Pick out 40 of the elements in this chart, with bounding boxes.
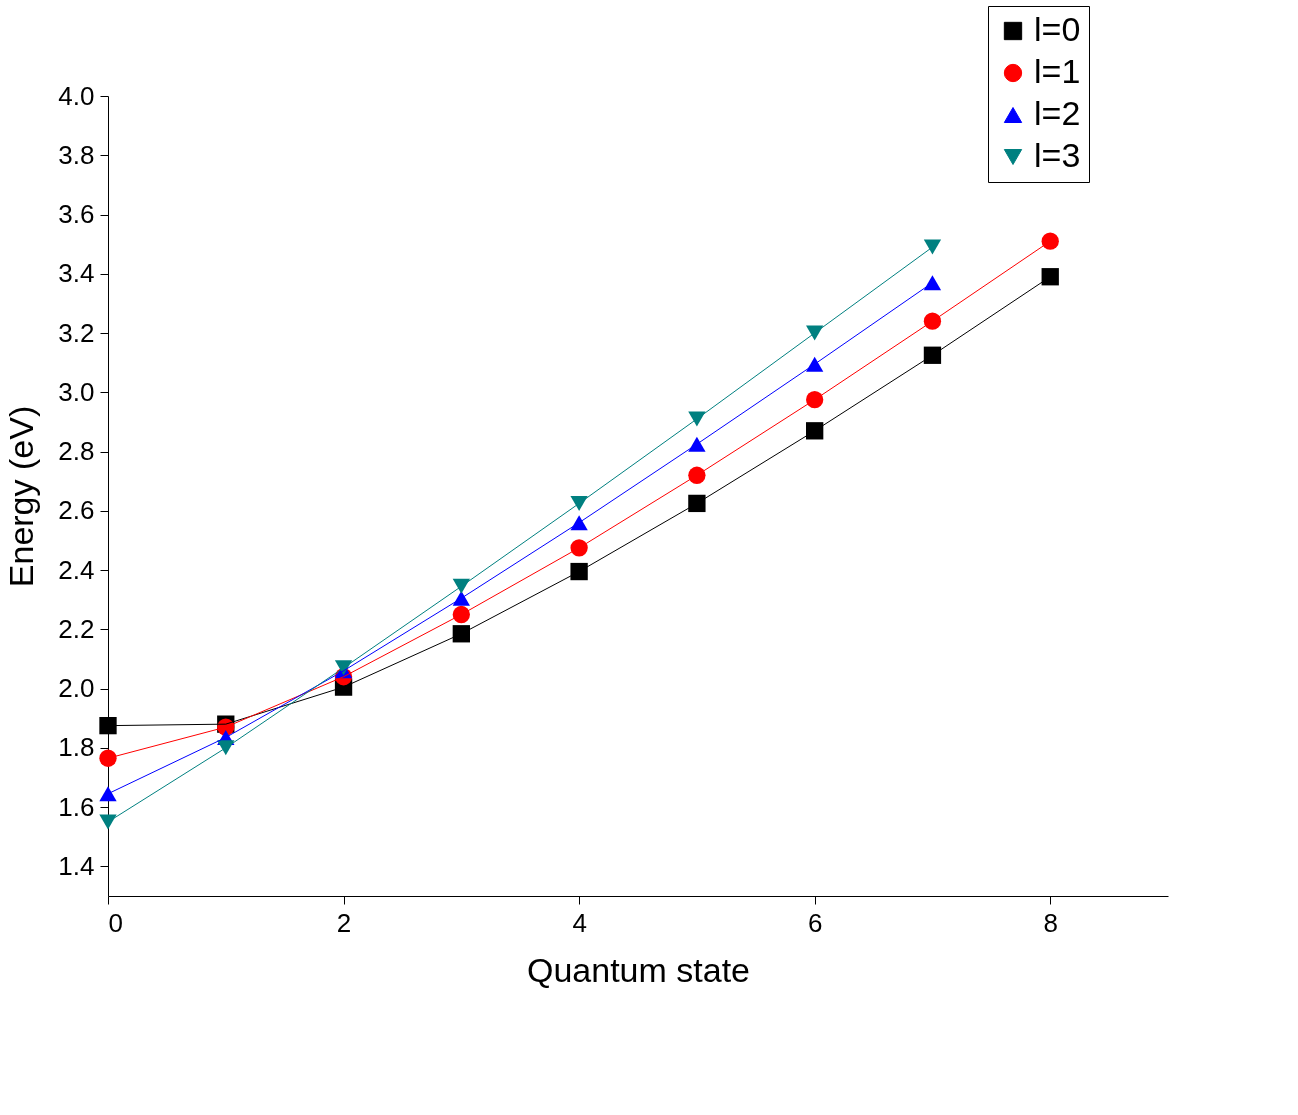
y-tick-label: 3.4 [58, 258, 95, 289]
y-tick-label: 3.6 [58, 199, 95, 230]
legend-label: l=0 [1034, 10, 1081, 48]
point [923, 239, 942, 255]
y-tick-label: 3.0 [58, 376, 95, 407]
point [452, 605, 470, 624]
point [99, 814, 117, 830]
y-tick-label: 4.0 [58, 80, 95, 111]
y-tick-label: 2.8 [58, 436, 95, 467]
y-tick-label: 1.6 [58, 791, 95, 822]
legend-label: l=3 [1034, 136, 1081, 174]
point [99, 786, 117, 802]
y-tick-label: 2.4 [58, 554, 95, 585]
point [923, 275, 942, 291]
x-tick-label: 8 [1043, 907, 1058, 938]
legend-label: l=1 [1034, 52, 1081, 90]
y-axis-title: Energy (eV) [2, 405, 41, 588]
y-tick-label: 3.2 [58, 317, 95, 348]
point [99, 716, 117, 735]
x-tick-label: 2 [336, 907, 352, 938]
point [688, 436, 706, 452]
x-axis-title: Quantum state [526, 950, 751, 989]
y-tick-label: 1.4 [58, 850, 95, 881]
x-tick-label: 0 [108, 907, 123, 938]
x-tick-label: 4 [572, 907, 587, 938]
y-tick-label: 2.2 [58, 613, 95, 644]
point [1041, 232, 1059, 250]
point [1041, 268, 1059, 286]
y-tick-label: 3.8 [58, 139, 95, 170]
y-tick-label: 2.6 [58, 495, 95, 526]
legend-label: l=2 [1034, 94, 1081, 132]
point [99, 749, 117, 767]
y-tick-label: 2.0 [58, 673, 95, 704]
point [688, 494, 706, 513]
point [806, 356, 824, 372]
y-tick-label: 1.8 [58, 732, 95, 763]
x-tick-label: 6 [807, 907, 823, 938]
point [217, 740, 235, 756]
point [570, 562, 588, 581]
point [688, 411, 706, 427]
